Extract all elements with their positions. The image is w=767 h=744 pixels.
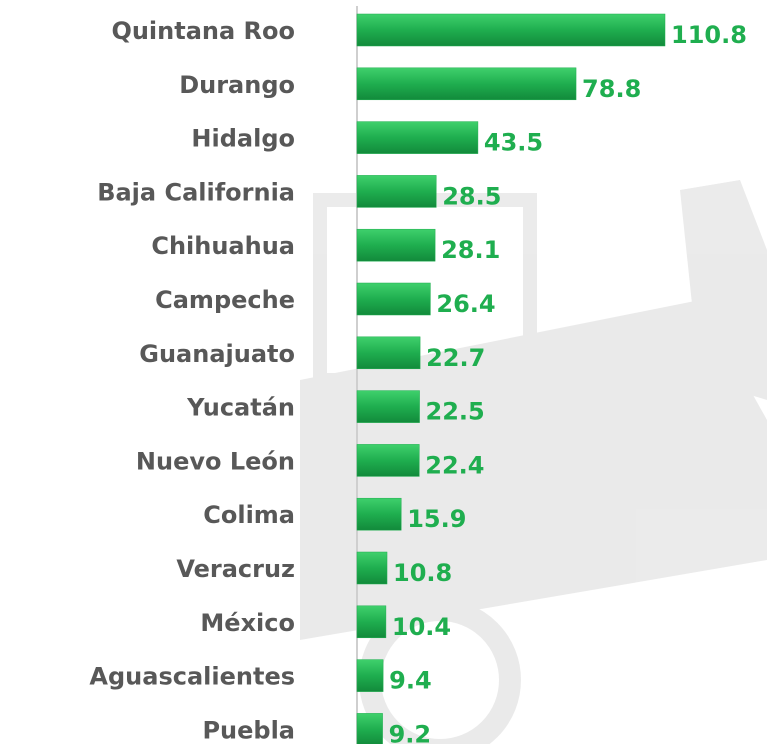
bar xyxy=(357,175,436,207)
bar xyxy=(357,14,665,46)
category-label: Hidalgo xyxy=(191,125,295,153)
value-label: 78.8 xyxy=(582,75,641,103)
value-label: 15.9 xyxy=(407,505,466,533)
category-label: Nuevo León xyxy=(136,447,295,475)
value-label: 28.1 xyxy=(441,236,500,264)
bar xyxy=(357,660,383,692)
bar xyxy=(357,713,383,744)
value-label: 9.4 xyxy=(389,667,432,695)
category-label: Guanajuato xyxy=(139,340,295,368)
category-label: Veracruz xyxy=(176,555,295,583)
category-label: Puebla xyxy=(202,716,295,744)
value-label: 22.4 xyxy=(425,451,484,479)
bar xyxy=(357,498,401,530)
bar xyxy=(357,68,576,100)
category-label: Campeche xyxy=(155,286,295,314)
value-label: 43.5 xyxy=(484,129,543,157)
value-label: 28.5 xyxy=(442,182,501,210)
category-label: México xyxy=(200,609,295,637)
category-label: Quintana Roo xyxy=(111,17,295,45)
category-label: Colima xyxy=(203,501,295,529)
value-label: 110.8 xyxy=(671,21,747,49)
value-label: 22.5 xyxy=(426,398,485,426)
category-label: Aguascalientes xyxy=(89,663,295,691)
value-label: 26.4 xyxy=(436,290,495,318)
category-label: Chihuahua xyxy=(151,232,295,260)
category-label: Yucatán xyxy=(186,394,295,422)
value-label: 10.4 xyxy=(392,613,451,641)
bar xyxy=(357,337,420,369)
bar xyxy=(357,229,435,261)
bar xyxy=(357,444,419,476)
category-label: Baja California xyxy=(97,178,295,206)
category-label: Durango xyxy=(179,71,295,99)
bar xyxy=(357,606,386,638)
value-label: 22.7 xyxy=(426,344,485,372)
value-label: 10.8 xyxy=(393,559,452,587)
value-label: 9.2 xyxy=(389,720,432,744)
bar xyxy=(357,122,478,154)
bar xyxy=(357,552,387,584)
chart: Quintana Roo 110.8 Durango 78.8 Hidalgo 43.5 B… xyxy=(0,0,767,744)
bar xyxy=(357,283,430,315)
bar xyxy=(357,391,420,423)
